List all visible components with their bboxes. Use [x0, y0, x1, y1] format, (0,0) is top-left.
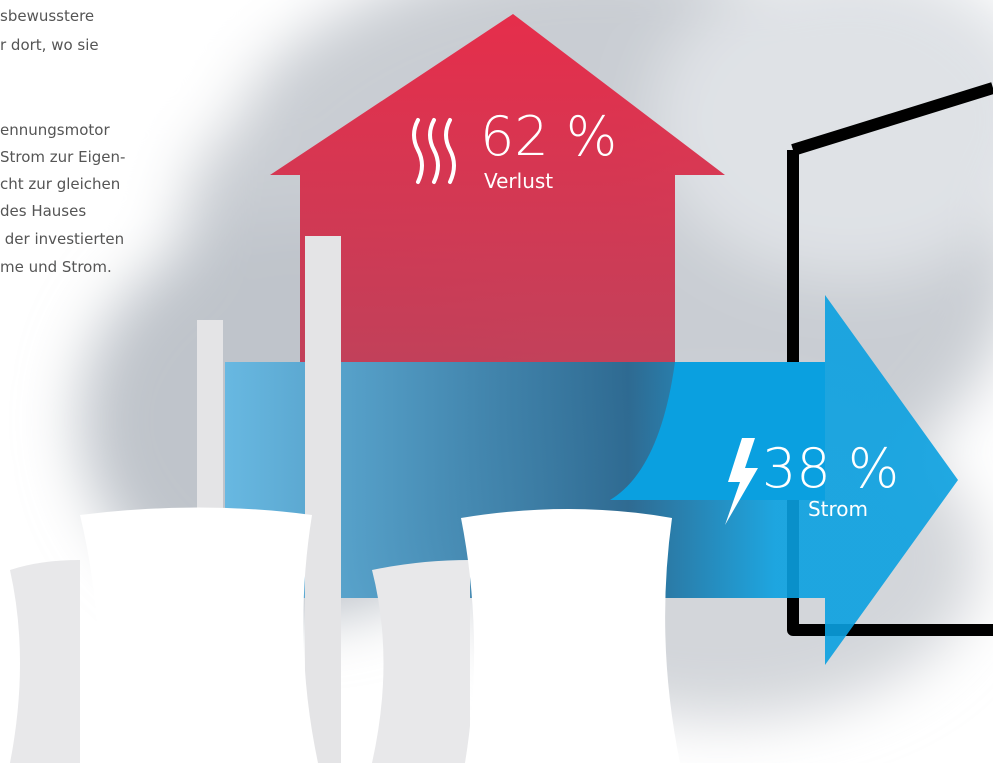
power-label: Strom	[808, 497, 868, 521]
cooling-tower	[372, 560, 470, 763]
lightning-icon	[725, 438, 758, 525]
intro-line: r dort, wo sie	[0, 36, 99, 54]
plant-silhouette	[10, 236, 680, 763]
chimney	[305, 236, 341, 763]
cooling-tower	[461, 509, 680, 763]
intro-line: sbewusstere	[0, 7, 94, 25]
loss-arrow	[270, 14, 725, 362]
intro-text: sbewusstere r dort, wo sie ennungsmotor …	[0, 7, 125, 276]
loss-percent: 62 %	[480, 105, 617, 168]
power-percent: 38 %	[762, 437, 899, 500]
intro-line: cht zur gleichen	[0, 175, 120, 193]
loss-label: Verlust	[484, 169, 553, 193]
building-frame	[787, 82, 993, 636]
intro-line: ennungsmotor	[0, 121, 110, 139]
cooling-tower	[10, 560, 80, 763]
intro-line: der investierten	[0, 230, 124, 248]
cooling-tower	[80, 507, 318, 763]
heat-icon	[412, 118, 456, 184]
intro-line: me und Strom.	[0, 258, 112, 276]
intro-line: des Hauses	[0, 202, 86, 220]
power-arrow-overlay	[610, 362, 825, 500]
intro-line: Strom zur Eigen-	[0, 148, 125, 166]
